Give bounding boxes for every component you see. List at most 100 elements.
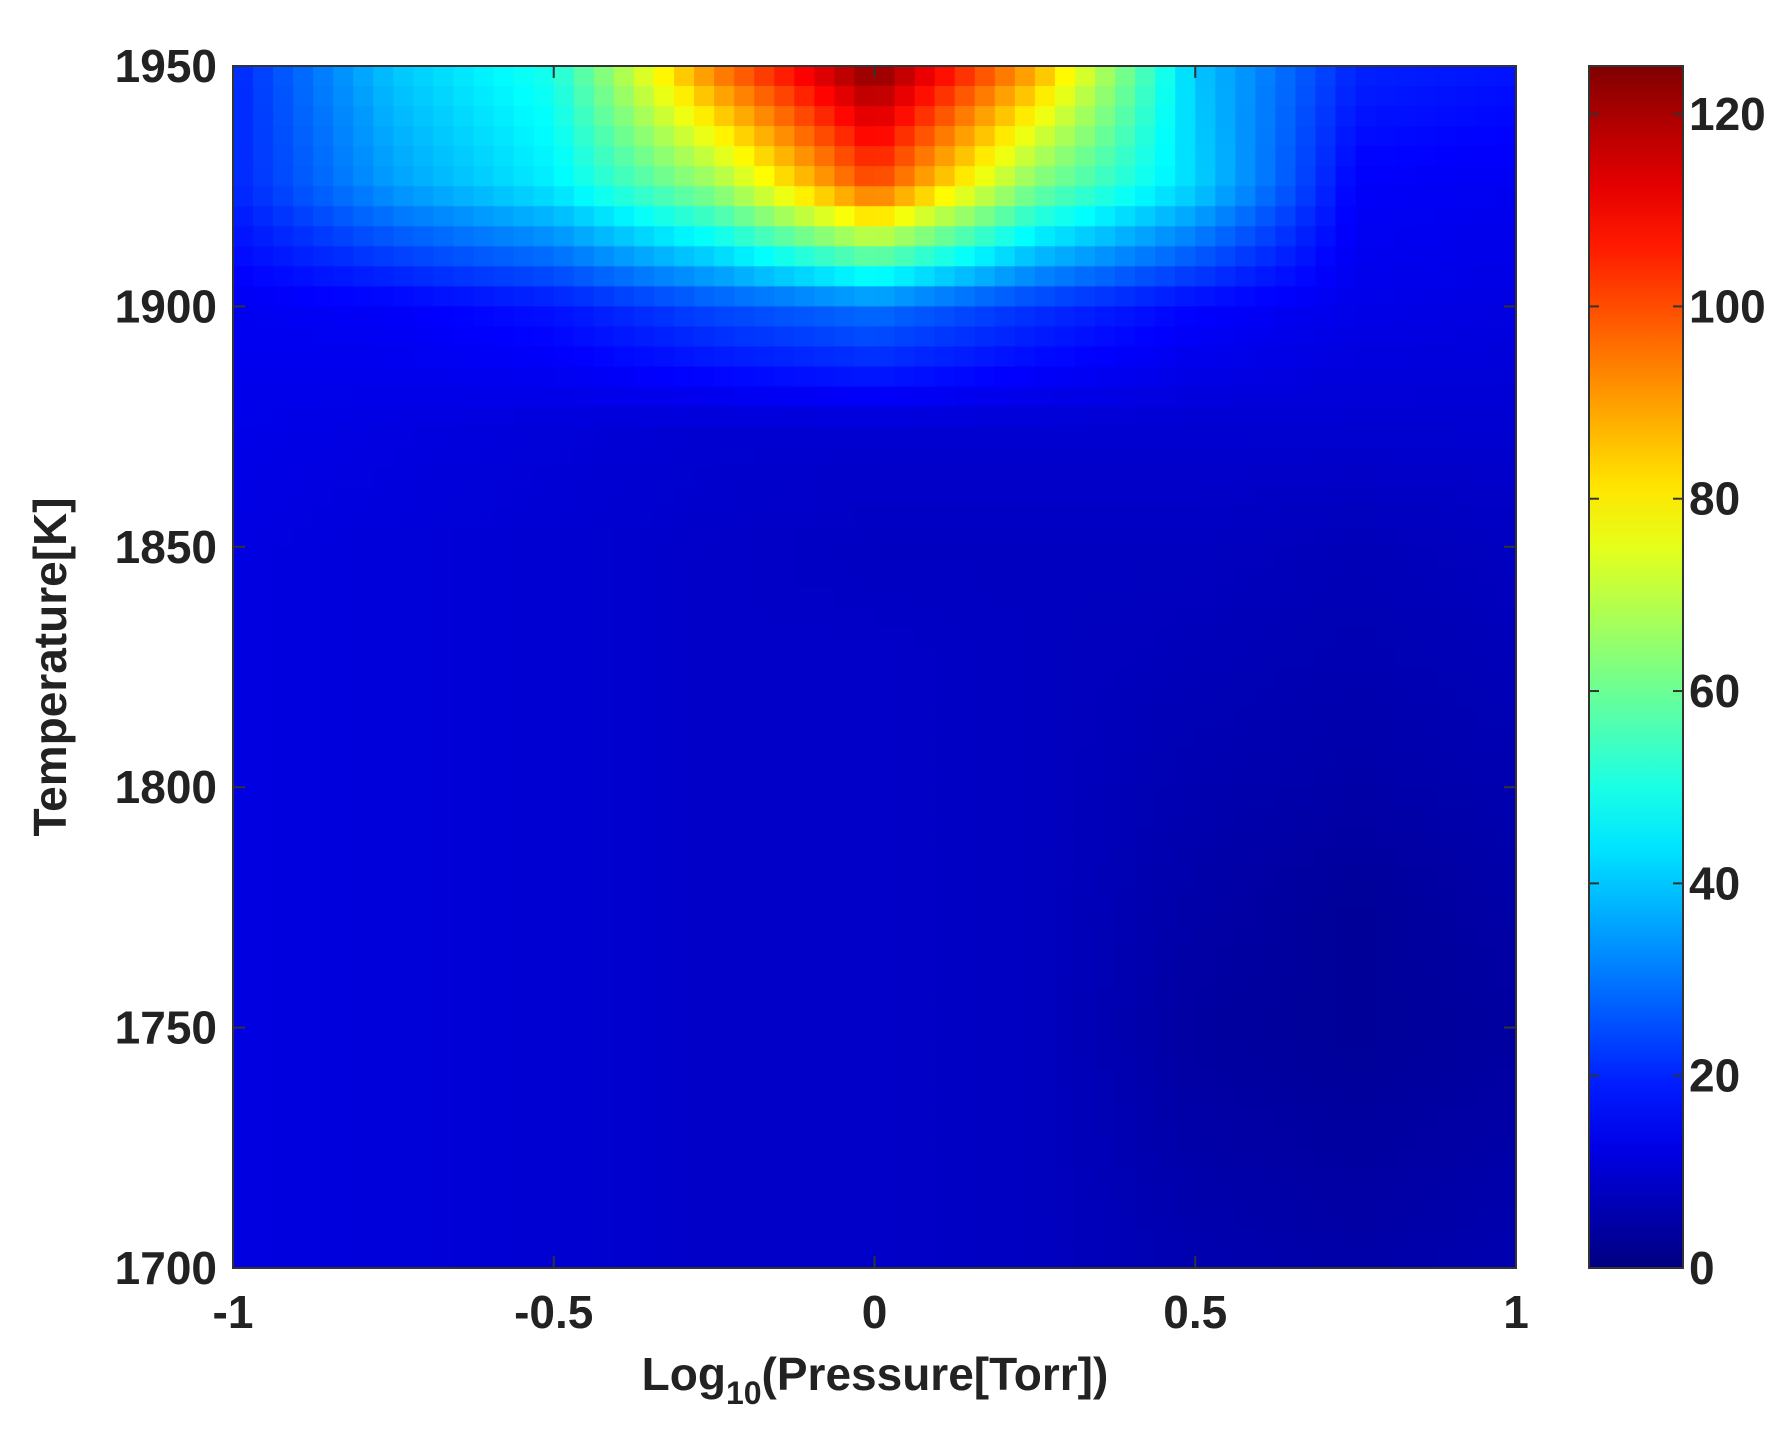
heatmap-cell xyxy=(1435,1107,1457,1129)
heatmap-cell xyxy=(1155,206,1177,228)
heatmap-cell xyxy=(1395,166,1417,187)
heatmap-cell xyxy=(533,466,555,488)
heatmap-cell xyxy=(1235,1107,1257,1129)
heatmap-cell xyxy=(433,1227,455,1249)
heatmap-cell xyxy=(974,446,996,468)
heatmap-cell xyxy=(754,707,776,728)
heatmap-cell xyxy=(553,1107,575,1129)
heatmap-cell xyxy=(1115,1247,1136,1268)
heatmap-cell xyxy=(1014,586,1036,608)
heatmap-cell xyxy=(1475,987,1497,1009)
heatmap-cell xyxy=(834,1007,856,1029)
heatmap-cell xyxy=(814,1107,836,1129)
heatmap-cell xyxy=(653,867,675,889)
heatmap-cell xyxy=(1355,907,1377,929)
heatmap-cell xyxy=(1195,1007,1217,1029)
heatmap-cell xyxy=(714,286,735,308)
heatmap-cell xyxy=(653,186,675,208)
heatmap-cell xyxy=(1455,1067,1477,1089)
heatmap-cell xyxy=(1315,506,1337,528)
heatmap-cell xyxy=(353,626,375,648)
heatmap-cell xyxy=(1495,226,1516,248)
heatmap-cell xyxy=(1115,386,1136,408)
heatmap-cell xyxy=(653,606,675,628)
heatmap-cell xyxy=(854,86,876,107)
heatmap-cell xyxy=(1375,286,1397,308)
heatmap-cell xyxy=(1375,406,1397,428)
heatmap-cell xyxy=(1355,426,1377,448)
heatmap-cell xyxy=(433,566,455,588)
heatmap-cell xyxy=(313,326,335,348)
heatmap-cell xyxy=(1375,887,1397,909)
heatmap-cell xyxy=(734,767,756,788)
heatmap-cell xyxy=(633,727,655,748)
heatmap-cell xyxy=(633,566,655,588)
heatmap-cell xyxy=(1195,366,1217,388)
heatmap-cell xyxy=(774,927,796,949)
heatmap-cell xyxy=(1355,626,1377,648)
heatmap-cell xyxy=(313,106,335,127)
heatmap-cell xyxy=(233,1167,254,1189)
heatmap-cell xyxy=(593,987,615,1009)
heatmap-cell xyxy=(513,326,535,348)
heatmap-cell xyxy=(934,667,956,688)
heatmap-cell xyxy=(1074,146,1096,167)
heatmap-cell xyxy=(333,86,355,107)
heatmap-cell xyxy=(1335,506,1357,528)
heatmap-cell xyxy=(1495,967,1516,989)
heatmap-cell xyxy=(613,787,635,809)
heatmap-cell xyxy=(1014,226,1036,248)
heatmap-cell xyxy=(974,346,996,368)
heatmap-cell xyxy=(553,346,575,368)
heatmap-cell xyxy=(653,326,675,348)
heatmap-cell xyxy=(593,807,615,829)
heatmap-cell xyxy=(754,486,776,508)
heatmap-cell xyxy=(273,967,294,989)
heatmap-cell xyxy=(914,386,936,408)
heatmap-cell xyxy=(694,747,715,768)
heatmap-cell xyxy=(1155,847,1177,869)
heatmap-cell xyxy=(734,707,756,728)
heatmap-cell xyxy=(1295,406,1317,428)
heatmap-cell xyxy=(533,206,555,228)
heatmap-cell xyxy=(954,767,976,788)
heatmap-cell xyxy=(353,406,375,428)
heatmap-cell xyxy=(353,687,375,708)
heatmap-cell xyxy=(674,1187,695,1209)
heatmap-cell xyxy=(1074,226,1096,248)
heatmap-cell xyxy=(974,106,996,127)
heatmap-cell xyxy=(1074,707,1096,728)
heatmap-cell xyxy=(293,967,314,989)
heatmap-cell xyxy=(293,626,314,648)
heatmap-cell xyxy=(1054,1107,1076,1129)
heatmap-cell xyxy=(233,106,254,127)
heatmap-cell xyxy=(1235,887,1257,909)
heatmap-cell xyxy=(613,326,635,348)
heatmap-cell xyxy=(754,106,776,127)
heatmap-cell xyxy=(1034,667,1056,688)
heatmap-cell xyxy=(253,566,274,588)
heatmap-cell xyxy=(473,847,495,869)
heatmap-cell xyxy=(714,446,735,468)
heatmap-cell xyxy=(1375,446,1397,468)
heatmap-cell xyxy=(433,306,455,328)
heatmap-cell xyxy=(593,166,615,187)
heatmap-cell xyxy=(1355,446,1377,468)
heatmap-cell xyxy=(1255,266,1277,288)
heatmap-cell xyxy=(1074,446,1096,468)
heatmap-cell xyxy=(674,667,695,688)
heatmap-cell xyxy=(774,186,796,208)
heatmap-cell xyxy=(1255,186,1277,208)
heatmap-cell xyxy=(1395,346,1417,368)
heatmap-cell xyxy=(373,646,395,668)
heatmap-cell xyxy=(333,1207,355,1229)
heatmap-cell xyxy=(994,406,1016,428)
heatmap-cell xyxy=(694,1047,715,1069)
heatmap-cell xyxy=(1455,1247,1477,1268)
heatmap-cell xyxy=(413,1027,435,1049)
heatmap-cell xyxy=(253,747,274,768)
heatmap-cell xyxy=(453,907,475,929)
heatmap-cell xyxy=(814,1087,836,1109)
heatmap-cell xyxy=(1475,1187,1497,1209)
heatmap-cell xyxy=(633,947,655,969)
